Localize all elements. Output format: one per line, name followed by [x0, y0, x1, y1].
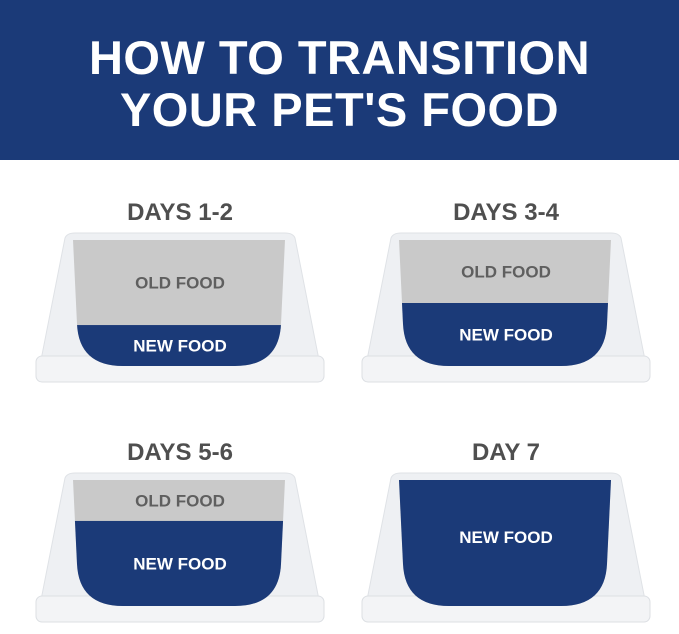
- old-food-label: OLD FOOD: [135, 274, 225, 293]
- new-food-label: NEW FOOD: [459, 326, 553, 345]
- new-food-label: NEW FOOD: [133, 554, 227, 573]
- bowl-illustration: OLD FOOD NEW FOOD: [35, 472, 325, 623]
- bowl-illustration: OLD FOOD NEW FOOD: [361, 232, 651, 383]
- new-food-fill: [399, 480, 611, 606]
- bowl-illustration: OLD FOOD NEW FOOD: [35, 232, 325, 383]
- new-food-fill: [73, 520, 285, 606]
- old-food-label: OLD FOOD: [135, 491, 225, 510]
- new-food-fill: [399, 303, 611, 366]
- old-food-label: OLD FOOD: [461, 263, 551, 282]
- new-food-label: NEW FOOD: [459, 528, 553, 547]
- step-day-7: DAY 7 NEW FOOD: [361, 440, 651, 624]
- new-food-fill: [73, 325, 285, 366]
- bowl-contents: [399, 480, 611, 606]
- bowl-contents: [73, 480, 285, 606]
- step-days-1-2: DAYS 1-2 OLD FOOD NEW FOOD: [35, 200, 325, 384]
- day-label: DAYS 5-6: [127, 439, 233, 466]
- header-banner: HOW TO TRANSITION YOUR PET'S FOOD: [0, 0, 679, 160]
- bowl-contents: [73, 240, 285, 366]
- step-days-3-4: DAYS 3-4 OLD FOOD NEW FOOD: [361, 200, 651, 384]
- bowl-illustration: NEW FOOD: [361, 472, 651, 623]
- title-line-1: HOW TO TRANSITION: [88, 31, 591, 84]
- bowl-contents: [399, 240, 611, 366]
- title-line-2: YOUR PET'S FOOD: [119, 83, 560, 136]
- day-label: DAY 7: [471, 439, 541, 466]
- day-label: DAYS 1-2: [127, 199, 233, 226]
- new-food-label: NEW FOOD: [133, 337, 227, 356]
- step-days-5-6: DAYS 5-6 OLD FOOD NEW FOOD: [35, 440, 325, 624]
- day-label: DAYS 3-4: [453, 199, 559, 226]
